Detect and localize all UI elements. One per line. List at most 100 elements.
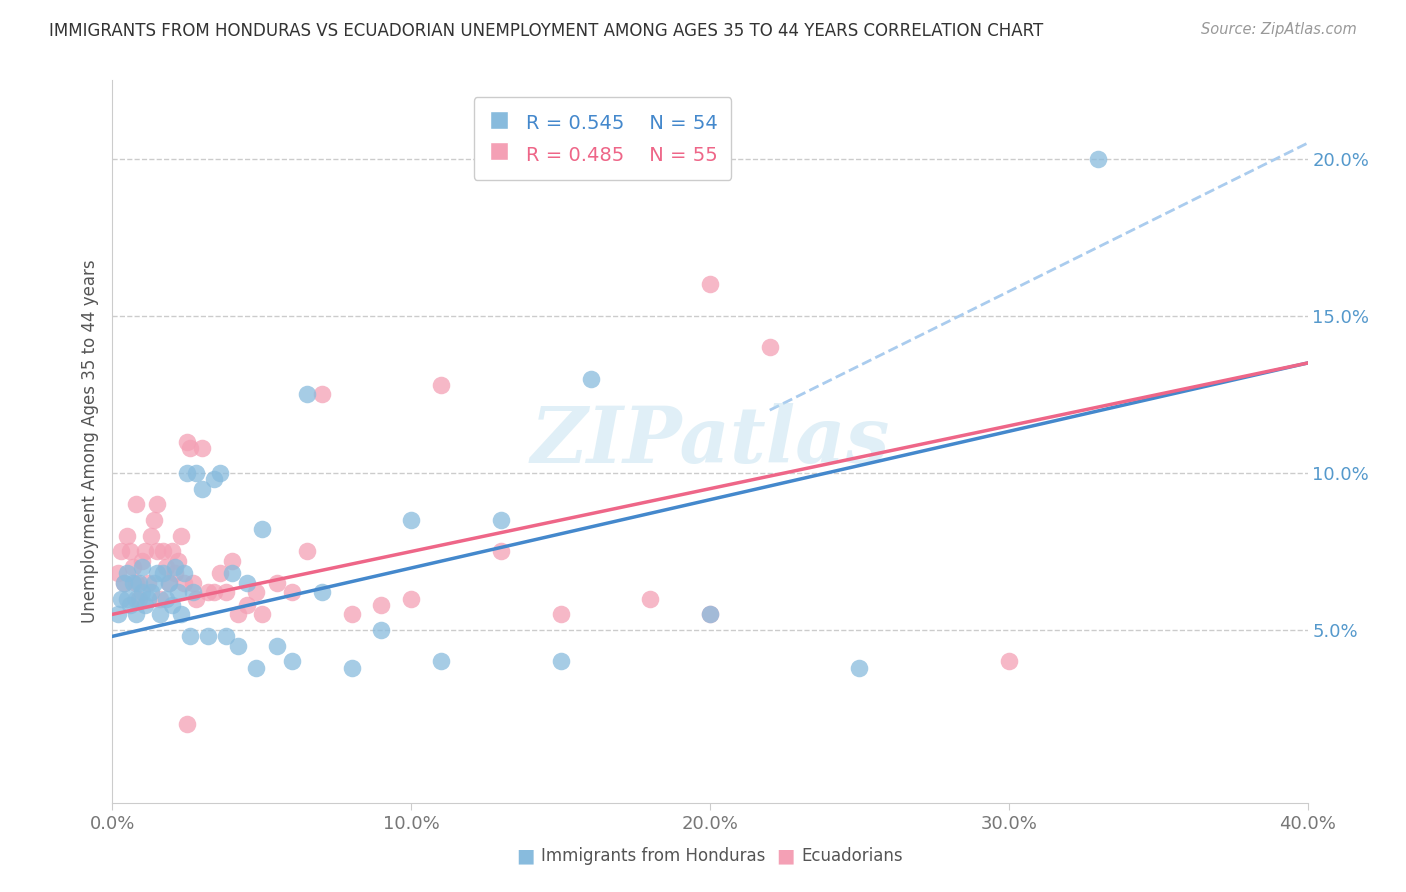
Point — [162, 598, 183, 612]
Legend: R = 0.545    N = 54, R = 0.485    N = 55: R = 0.545 N = 54, R = 0.485 N = 55 — [474, 97, 731, 179]
Point — [202, 585, 225, 599]
Point — [191, 441, 214, 455]
Point — [152, 566, 174, 581]
Point — [1087, 152, 1109, 166]
Point — [848, 661, 870, 675]
Text: ■: ■ — [776, 847, 794, 866]
Point — [165, 566, 187, 581]
Point — [640, 591, 662, 606]
Point — [340, 661, 363, 675]
Point — [281, 585, 304, 599]
Point — [110, 544, 132, 558]
Point — [176, 717, 198, 731]
Point — [266, 639, 288, 653]
Point — [107, 607, 129, 622]
Point — [131, 554, 153, 568]
Point — [699, 277, 721, 292]
Text: Source: ZipAtlas.com: Source: ZipAtlas.com — [1201, 22, 1357, 37]
Point — [167, 585, 190, 599]
Text: ZIPatlas: ZIPatlas — [530, 403, 890, 480]
Point — [155, 591, 177, 606]
Point — [250, 607, 273, 622]
Point — [370, 623, 392, 637]
Point — [107, 566, 129, 581]
Point — [176, 434, 198, 449]
Point — [489, 544, 512, 558]
Point — [181, 585, 204, 599]
Point — [699, 607, 721, 622]
Point — [759, 340, 782, 354]
Point — [117, 566, 139, 581]
Point — [245, 585, 267, 599]
Point — [215, 629, 238, 643]
Point — [226, 607, 249, 622]
Point — [173, 575, 195, 590]
Point — [401, 591, 423, 606]
Point — [138, 591, 160, 606]
Point — [170, 529, 193, 543]
Point — [114, 575, 135, 590]
Point — [125, 497, 148, 511]
Point — [128, 591, 150, 606]
Point — [170, 607, 193, 622]
Point — [125, 591, 148, 606]
Point — [143, 513, 166, 527]
Point — [550, 607, 572, 622]
Point — [295, 544, 318, 558]
Point — [281, 655, 304, 669]
Point — [149, 607, 172, 622]
Point — [370, 598, 392, 612]
Point — [311, 387, 333, 401]
Point — [141, 529, 163, 543]
Point — [165, 560, 187, 574]
Point — [143, 575, 166, 590]
Point — [125, 575, 148, 590]
Point — [146, 566, 169, 581]
Point — [699, 607, 721, 622]
Point — [236, 575, 259, 590]
Point — [186, 591, 208, 606]
Point — [202, 472, 225, 486]
Point — [221, 566, 243, 581]
Point — [179, 629, 201, 643]
Point — [141, 585, 163, 599]
Point — [311, 585, 333, 599]
Point — [134, 598, 156, 612]
Point — [226, 639, 249, 653]
Point — [176, 466, 198, 480]
Point — [245, 661, 267, 675]
Point — [191, 482, 214, 496]
Point — [122, 575, 145, 590]
Point — [120, 544, 142, 558]
Point — [120, 598, 142, 612]
Point — [579, 372, 602, 386]
Point — [146, 544, 169, 558]
Point — [134, 544, 156, 558]
Point — [131, 585, 153, 599]
Point — [221, 554, 243, 568]
Point — [998, 655, 1021, 669]
Text: Ecuadorians: Ecuadorians — [801, 847, 903, 865]
Point — [173, 566, 195, 581]
Point — [167, 554, 190, 568]
Point — [149, 591, 172, 606]
Point — [162, 544, 183, 558]
Point — [489, 513, 512, 527]
Point — [430, 378, 453, 392]
Point — [236, 598, 259, 612]
Point — [146, 497, 169, 511]
Point — [215, 585, 238, 599]
Point — [181, 575, 204, 590]
Point — [340, 607, 363, 622]
Point — [266, 575, 288, 590]
Point — [117, 529, 139, 543]
Point — [152, 544, 174, 558]
Y-axis label: Unemployment Among Ages 35 to 44 years: Unemployment Among Ages 35 to 44 years — [80, 260, 98, 624]
Point — [209, 566, 232, 581]
Point — [550, 655, 572, 669]
Point — [430, 655, 453, 669]
Point — [155, 560, 177, 574]
Point — [131, 560, 153, 574]
Point — [122, 560, 145, 574]
Point — [157, 575, 180, 590]
